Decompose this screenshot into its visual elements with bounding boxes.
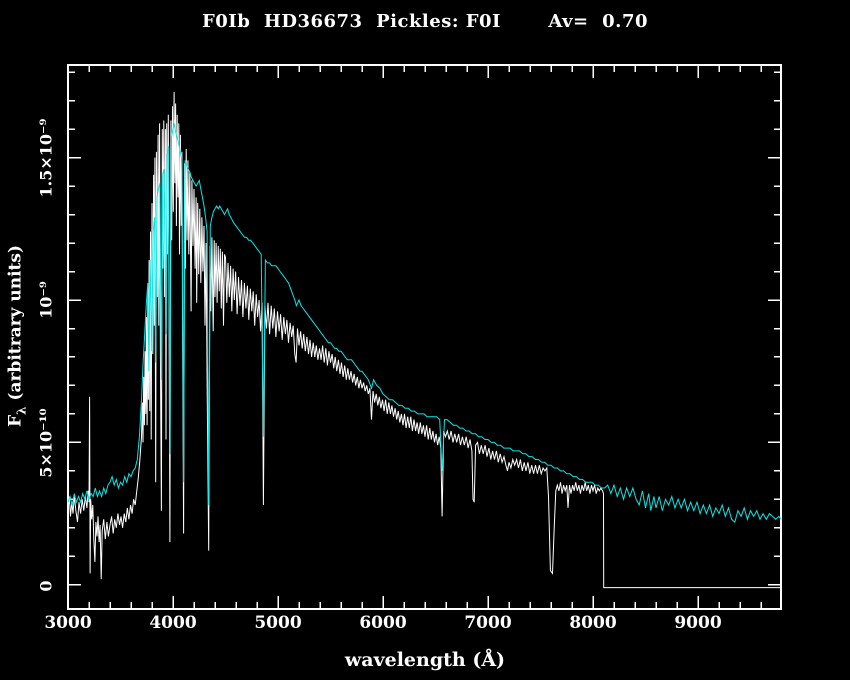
x-tick-label: 4000 (149, 613, 197, 633)
tick-marks (67, 65, 781, 609)
x-tick-label: 9000 (674, 613, 722, 633)
y-axis-title-subscript: λ (14, 406, 29, 415)
x-tick-label: 7000 (464, 613, 512, 633)
observed-spectrum-white-line (67, 92, 781, 589)
x-tick-label: 5000 (254, 613, 302, 633)
y-axis-title: Fλ (arbitrary units) (6, 245, 29, 427)
y-axis-title-symbol: F (5, 414, 26, 427)
y-tick-label: 0 (36, 580, 56, 592)
y-tick-label: 1.5×10⁻⁹ (36, 118, 56, 198)
pickles-template-cyan-line (67, 123, 782, 524)
y-tick-label: 5×10⁻¹⁰ (36, 408, 56, 478)
x-tick-label: 6000 (359, 613, 407, 633)
x-axis-title: wavelength (Å) (344, 649, 506, 671)
x-tick-label: 8000 (569, 613, 617, 633)
x-tick-label: 3000 (44, 613, 92, 633)
y-tick-label: 10⁻⁹ (36, 281, 56, 319)
plot-title: F0Ib HD36673 Pickles: F0I Av= 0.70 (202, 11, 648, 32)
y-axis-title-units: (arbitrary units) (5, 245, 26, 407)
